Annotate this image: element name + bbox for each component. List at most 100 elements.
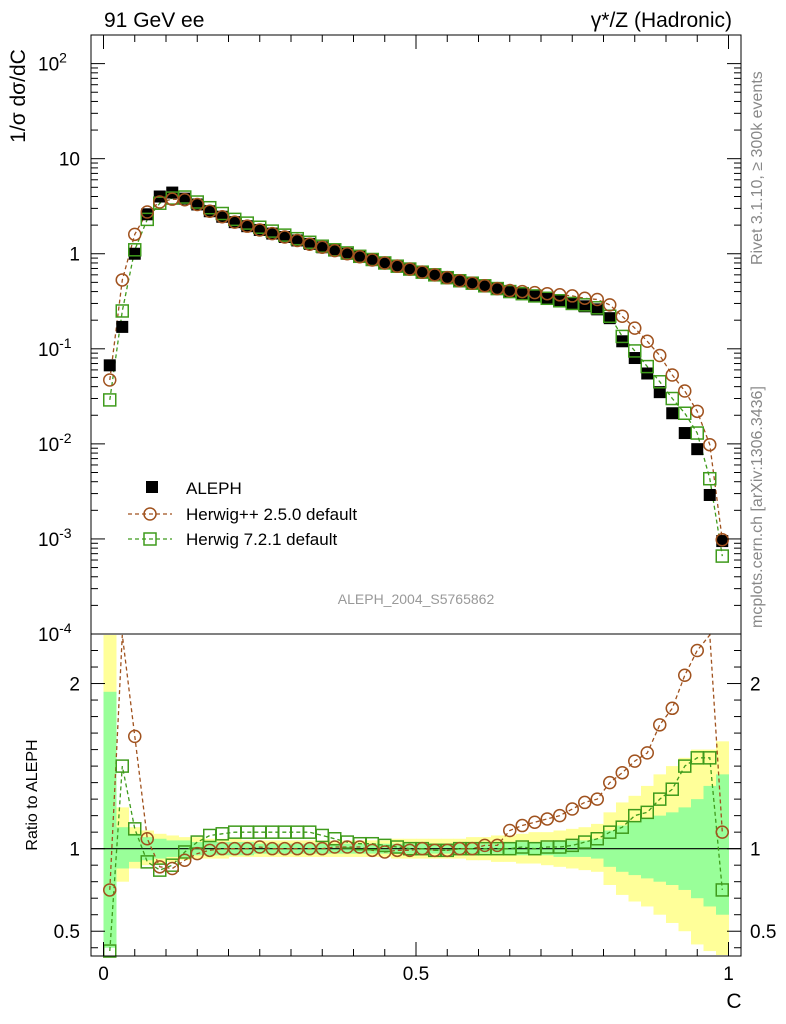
main-y-tick-label: 102 — [38, 50, 67, 76]
aleph-point — [316, 241, 329, 254]
herwigpp-point — [653, 348, 667, 363]
herwigpp-ratio-point — [165, 861, 179, 876]
herwigpp-point — [328, 243, 342, 258]
ratio-y-tick-label-right: 0.5 — [750, 922, 776, 943]
main-y-tick-label: 10-4 — [38, 620, 72, 646]
herwigpp-point — [253, 223, 267, 237]
herwig7-point — [128, 243, 142, 257]
aleph-point — [478, 279, 491, 292]
herwig7-point — [140, 212, 154, 227]
herwigpp-point — [615, 309, 629, 324]
herwig7-ratio-point — [140, 855, 154, 869]
aleph-point — [428, 268, 441, 281]
herwigpp-ratio-point — [678, 668, 692, 683]
herwigpp-ratio-point — [540, 812, 554, 826]
herwigpp-point — [265, 226, 279, 241]
herwigpp-point — [378, 256, 392, 270]
herwigpp-ratio-point — [640, 746, 654, 760]
aleph-point — [628, 352, 641, 365]
herwigpp-ratio-point — [490, 838, 504, 853]
legend-herwig7-label: Herwig 7.2.1 default — [186, 530, 337, 549]
ratio-uncertainty-bands — [91, 635, 741, 955]
herwig7-point — [640, 359, 654, 374]
aleph-point — [391, 260, 404, 273]
herwigpp-point — [365, 253, 379, 267]
legend-aleph-label: ALEPH — [186, 479, 242, 498]
process-title: γ*/Z (Hadronic) — [591, 9, 732, 32]
herwigpp-ratio-point — [528, 815, 542, 829]
herwigpp-point — [353, 249, 367, 264]
ratio-y-tick-label: 2 — [69, 675, 80, 696]
aleph-point — [678, 427, 691, 440]
herwig7-ratio-point — [115, 759, 129, 773]
herwig7-ratio-point — [640, 805, 654, 820]
herwigpp-ratio-point — [715, 825, 729, 839]
legend-herwigpp-label: Herwig++ 2.5.0 default — [186, 505, 357, 524]
herwigpp-ratio-point — [353, 840, 367, 854]
aleph-point — [453, 274, 466, 287]
herwigpp-point — [215, 209, 229, 224]
herwigpp-ratio-point — [628, 754, 642, 768]
herwigpp-point — [428, 268, 442, 282]
aleph-point — [603, 312, 616, 325]
green-band-bin — [103, 691, 117, 948]
herwigpp-ratio-point — [603, 775, 617, 790]
aleph-point — [103, 359, 116, 372]
herwigpp-ratio-point — [465, 841, 479, 856]
herwig7-point — [715, 549, 729, 563]
aleph-point — [641, 367, 654, 380]
herwigpp-point — [678, 384, 692, 398]
herwigpp-ratio-point — [140, 832, 154, 846]
herwigpp-point — [278, 230, 292, 244]
aleph-point — [278, 231, 291, 244]
herwig7-ratio-point — [653, 792, 667, 806]
herwig7-ratio-point — [315, 828, 329, 843]
herwigpp-point — [403, 262, 417, 276]
herwigpp-point — [178, 192, 192, 207]
herwigpp-point — [665, 368, 679, 382]
aleph-point — [528, 289, 541, 302]
aleph-point — [441, 271, 454, 284]
herwigpp-point — [290, 233, 304, 248]
analysis-label: ALEPH_2004_S5765862 — [338, 591, 495, 607]
ratio-x-tick-label: 0 — [98, 964, 109, 985]
herwig7-point — [103, 393, 117, 407]
herwigpp-ratio-point — [103, 883, 117, 897]
herwig7-point — [590, 301, 604, 315]
herwigpp-point — [453, 273, 467, 288]
herwigpp-point — [715, 533, 729, 547]
main-y-axis-label: 1/σ dσ/dC — [7, 49, 30, 143]
herwigpp-point — [228, 215, 242, 229]
herwigpp-point — [628, 321, 642, 335]
herwigpp-point — [690, 404, 704, 419]
main-y-tick-label: 10 — [59, 150, 80, 171]
main-y-tick-label: 1 — [69, 245, 80, 266]
aleph-point — [616, 335, 629, 348]
aleph-point — [541, 292, 554, 305]
aleph-point — [341, 247, 354, 260]
herwigpp-point — [490, 281, 504, 296]
green-band-bin — [116, 827, 129, 869]
ratio-x-tick-label: 1 — [723, 964, 734, 985]
herwigpp-ratio-point — [665, 701, 679, 716]
herwigpp-point — [190, 197, 204, 212]
herwig7-point — [665, 391, 679, 406]
herwigpp-ratio-point — [565, 802, 579, 816]
aleph-point — [353, 250, 366, 263]
aleph-point — [591, 303, 604, 316]
ratio-y-tick-label: 1 — [69, 840, 80, 861]
herwigpp-point — [465, 276, 479, 290]
herwigpp-ratio-line — [109, 633, 723, 890]
herwigpp-ratio-point — [515, 818, 529, 833]
herwigpp-point — [240, 219, 254, 233]
herwigpp-point — [478, 279, 492, 293]
aleph-point — [378, 256, 391, 269]
herwigpp-ratio-point — [503, 823, 517, 838]
legend-aleph-marker — [146, 481, 158, 493]
ratio-x-tick-label: 0.5 — [403, 964, 429, 985]
ratio-y-tick-label-right: 1 — [750, 840, 761, 861]
main-panel: 10-4 10-3 10-2 10-1 1 10 102 1/σ dσ/dC ALEPH_2… — [7, 34, 742, 646]
herwigpp-point — [440, 270, 454, 285]
green-band-bin — [128, 833, 142, 862]
herwig7-ratio-point — [703, 751, 717, 765]
